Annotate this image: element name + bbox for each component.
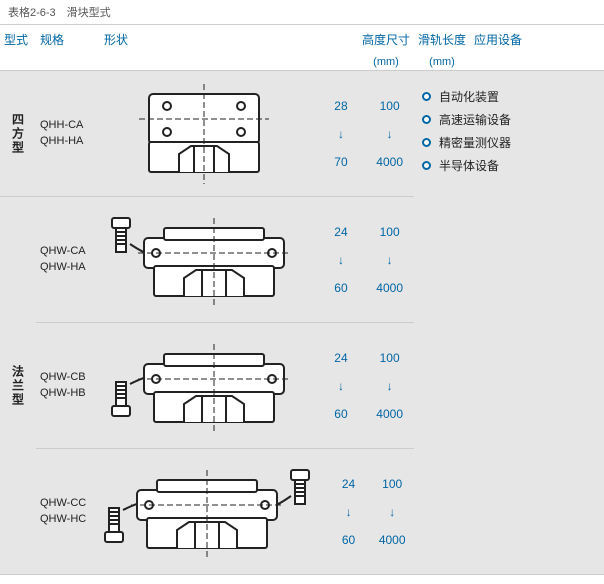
height-min: 24 [334,351,347,365]
application-label: 自动化装置 [439,88,499,105]
rail-max: 4000 [376,281,403,295]
header-rail: 滑轨长度 (mm) [414,25,470,70]
block-diagram-icon [87,462,327,562]
table-row: QHW-CA QHW-HA [36,197,414,323]
spec-code: QHH-HA [40,134,83,149]
bullet-icon [422,115,431,124]
list-item: 自动化装置 [422,85,596,108]
spec-code: QHH-CA [40,118,83,133]
table-row: QHW-CC QHW-HC [36,449,414,575]
shape-cell [92,197,316,322]
spec-cell: QHW-CB QHW-HB [36,323,92,448]
list-item: 高速运输设备 [422,108,596,131]
spec-cell: QHW-CC QHW-HC [36,449,87,574]
rail-max: 4000 [379,533,406,547]
height-cell: 24 ↓ 60 [327,449,371,574]
block-diagram-icon [94,336,314,436]
header-shape: 形状 [100,25,358,70]
type-cell-square: 四方型 [0,71,36,197]
height-max: 60 [334,407,347,421]
header-type: 型式 [0,25,36,70]
rail-cell: 100 ↓ 4000 [370,449,414,574]
rail-min: 100 [380,99,400,113]
arrow-down-icon: ↓ [389,505,395,519]
spec-code: QHW-HC [40,512,86,527]
rail-cell: 100 ↓ 4000 [365,197,414,322]
rail-cell: 100 ↓ 4000 [365,323,414,448]
arrow-down-icon: ↓ [346,505,352,519]
shape-cell [87,449,327,574]
table-row: QHH-CA QHH-HA [36,71,414,197]
bullet-icon [422,161,431,170]
rail-cell: 100 ↓ 4000 [365,71,414,196]
spec-code: QHW-HA [40,260,86,275]
height-max: 70 [334,155,347,169]
spec-code: QHW-CC [40,496,86,511]
rail-min: 100 [382,477,402,491]
rail-max: 4000 [376,407,403,421]
header-height-unit: (mm) [362,48,410,68]
type-cell-flange: 法兰型 [0,197,36,575]
type-label: 法兰型 [10,365,27,407]
table-row: QHW-CB QHW-HB [36,323,414,449]
spec-code: QHW-HB [40,386,86,401]
height-cell: 24 ↓ 60 [317,323,366,448]
table-body: 四方型 法兰型 QHH-CA QHH-HA [0,71,604,575]
list-item: 精密量测仪器 [422,131,596,154]
table-title: 表格2-6-3 滑块型式 [0,0,604,24]
shape-cell [92,323,316,448]
header-apply: 应用设备 [470,25,604,70]
type-label: 四方型 [10,113,27,155]
rail-min: 100 [380,225,400,239]
list-item: 半导体设备 [422,154,596,177]
spec-code: QHW-CA [40,244,86,259]
spec-cell: QHW-CA QHW-HA [36,197,92,322]
application-label: 半导体设备 [439,157,499,174]
bullet-icon [422,92,431,101]
table-header: 型式 规格 形状 高度尺寸 (mm) 滑轨长度 (mm) 应用设备 [0,24,604,71]
height-max: 60 [342,533,355,547]
type-column: 四方型 法兰型 [0,71,36,575]
header-rail-label: 滑轨长度 [418,31,466,48]
height-min: 24 [334,225,347,239]
height-min: 24 [342,477,355,491]
bullet-icon [422,138,431,147]
spec-code: QHW-CB [40,370,86,385]
arrow-down-icon: ↓ [338,127,344,141]
height-cell: 24 ↓ 60 [317,197,366,322]
rows-column: QHH-CA QHH-HA [36,71,414,575]
rail-min: 100 [380,351,400,365]
rail-max: 4000 [376,155,403,169]
header-spec: 规格 [36,25,100,70]
header-height: 高度尺寸 (mm) [358,25,414,70]
spec-cell: QHH-CA QHH-HA [36,71,92,196]
application-label: 高速运输设备 [439,111,511,128]
block-diagram-icon [119,84,289,184]
arrow-down-icon: ↓ [338,253,344,267]
application-list: 自动化装置 高速运输设备 精密量测仪器 半导体设备 [422,85,596,177]
header-height-label: 高度尺寸 [362,31,410,48]
arrow-down-icon: ↓ [338,379,344,393]
arrow-down-icon: ↓ [387,253,393,267]
arrow-down-icon: ↓ [387,379,393,393]
shape-cell [92,71,316,196]
height-min: 28 [334,99,347,113]
height-cell: 28 ↓ 70 [317,71,366,196]
height-max: 60 [334,281,347,295]
block-diagram-icon [94,210,314,310]
arrow-down-icon: ↓ [387,127,393,141]
apply-column: 自动化装置 高速运输设备 精密量测仪器 半导体设备 [414,71,604,575]
application-label: 精密量测仪器 [439,134,511,151]
header-rail-unit: (mm) [418,48,466,68]
